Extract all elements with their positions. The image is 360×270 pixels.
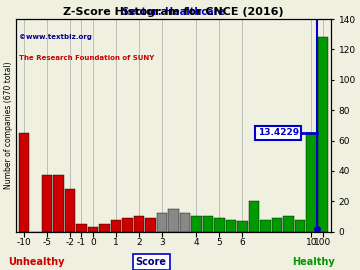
Bar [203,217,213,232]
Bar [295,220,305,232]
Bar [237,221,248,232]
Bar [157,214,167,232]
Text: Healthy: Healthy [292,257,334,267]
Bar [42,176,52,232]
Bar [260,220,271,232]
Bar [145,218,156,232]
Bar [272,218,282,232]
Bar [76,224,87,232]
Bar [214,218,225,232]
Y-axis label: Number of companies (670 total): Number of companies (670 total) [4,62,13,189]
Bar [168,209,179,232]
Bar [99,224,110,232]
Bar [318,37,328,232]
Text: The Research Foundation of SUNY: The Research Foundation of SUNY [19,55,154,61]
Bar [180,214,190,232]
Bar [111,220,121,232]
Bar [53,176,64,232]
Bar [306,133,316,232]
Bar [191,217,202,232]
Bar [88,227,98,232]
Title: Z-Score Histogram for CNCE (2016): Z-Score Histogram for CNCE (2016) [63,7,284,17]
Bar [283,217,294,232]
Text: 13.4229: 13.4229 [258,129,299,137]
Bar [65,189,75,232]
Text: ©www.textbiz.org: ©www.textbiz.org [19,34,92,40]
Bar [226,220,236,232]
Bar [249,201,259,232]
Text: Score: Score [136,257,167,267]
Text: Sector: Healthcare: Sector: Healthcare [122,7,225,17]
Bar [134,217,144,232]
Text: Unhealthy: Unhealthy [8,257,64,267]
Bar [122,218,132,232]
Bar [19,133,29,232]
